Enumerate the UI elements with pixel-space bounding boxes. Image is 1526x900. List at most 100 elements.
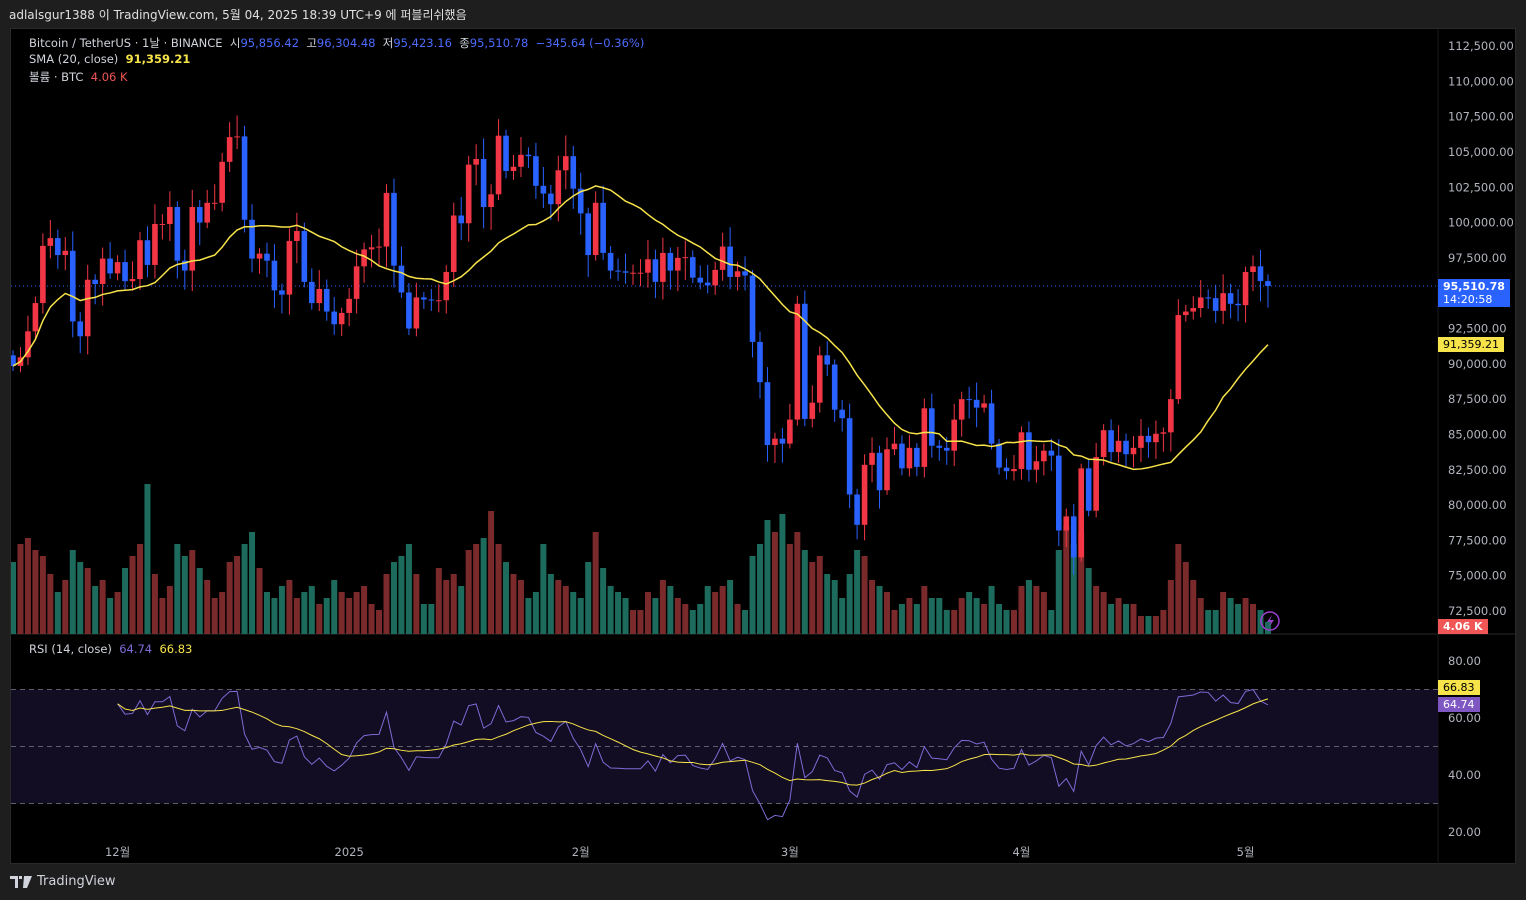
candle-body [92,279,98,285]
volume-bar [114,592,121,634]
candle-body [1093,457,1099,511]
volume-bar [54,592,61,634]
volume-bar [869,580,876,634]
volume-bar [592,532,599,634]
price-axis-label: 102,500.00 [1448,180,1514,194]
volume-bar [368,604,375,634]
candle-body [1175,315,1182,400]
volume-bar [174,544,181,634]
volume-bar [1070,544,1077,634]
volume-bar [1040,592,1047,634]
low-value: 95,423.16 [393,36,452,50]
candle-body [1235,303,1241,306]
volume-bar [443,580,450,634]
candle-body [533,156,539,186]
candle-body [279,290,285,295]
volume-bar [1100,592,1107,634]
volume-bar [585,562,592,634]
volume-bar [704,586,711,634]
candle-body [622,271,629,273]
price-axis-label: 105,000.00 [1448,145,1514,159]
sma-legend[interactable]: SMA (20, close) 91,359.21 [29,52,190,66]
volume-bar [338,592,345,634]
candle-body [637,272,644,274]
candle-body [742,271,748,276]
time-axis-label: 4월 [1012,845,1030,859]
volume-bar [562,586,569,634]
volume-bar [293,598,300,634]
price-axis-label: 97,500.00 [1448,251,1507,265]
candle-body [264,253,270,261]
volume-bar [122,568,129,634]
candle-body [11,355,16,366]
candle-body [600,202,606,253]
volume-bar [883,592,890,634]
candle-body [1227,293,1234,304]
volume-bar [958,598,965,634]
chart-frame[interactable]: 112,500.00 110,000.00 107,500.00 105,000.00… [10,28,1517,865]
volume-bar [854,550,861,634]
volume-bar [24,538,31,634]
candle-body [854,494,860,525]
chart-canvas[interactable]: 112,500.00 110,000.00 107,500.00 105,000.00… [11,29,1517,865]
volume-bar [1048,610,1055,634]
candle-body [816,355,823,403]
volume-bar [719,586,726,634]
symbol-name[interactable]: Bitcoin / TetherUS · 1날 · BINANCE [29,36,223,50]
lightning-icon[interactable] [1260,611,1280,631]
candle-body [562,156,569,171]
candle-body [99,258,106,285]
volume-bar [286,580,293,634]
volume-legend[interactable]: 볼륨 · BTC 4.06 K [29,69,128,85]
volume-bar [465,550,472,634]
volume-bar [861,556,868,634]
rsi-tag: 64.74 [1438,697,1480,712]
volume-bar [622,598,629,634]
candle-body [398,265,405,293]
volume-bar [1182,562,1189,634]
candle-body [331,311,338,325]
volume-bar [697,604,704,634]
volume-label: 볼륨 · BTC [29,70,84,84]
candle-body [570,156,577,189]
volume-bar [1227,598,1234,634]
high-value: 96,304.48 [316,36,376,50]
candle-body [25,331,31,358]
volume-bar [1212,610,1219,634]
candle-body [1100,430,1107,458]
candle-body [443,272,450,301]
candle-body [1041,450,1047,462]
rsi-axis-label: 80.00 [1448,654,1481,668]
volume-bar [525,598,532,634]
candle-body [749,275,756,342]
candle-body [1048,450,1055,456]
volume-bar [615,592,622,634]
candle-body [316,288,323,304]
rsi-legend[interactable]: RSI (14, close) 64.74 66.83 [29,642,192,656]
time-axis-label: 2월 [572,845,590,859]
volume-bar [689,610,696,634]
candle-body [167,207,173,224]
last-price: 95,510.78 [1443,280,1505,293]
publish-info: adlalsgur1388 이 TradingView.com, 5월 04, … [9,8,467,22]
candle-body [174,207,181,261]
rsi-ma-value: 66.83 [159,642,193,656]
candle-body [428,299,435,301]
volume-bar [480,538,487,634]
volume-bar [981,604,988,634]
candle-body [592,202,599,256]
volume-bar [779,514,786,634]
candle-body [1257,266,1264,282]
volume-bar [211,598,218,634]
volume-bar [742,610,749,634]
volume-bar [413,574,420,634]
candle-body [204,202,211,223]
volume-bar [151,574,158,634]
candle-body [518,154,524,167]
tradingview-logo[interactable]: TradingView [10,874,116,889]
candle-body [301,231,308,282]
candle-body [1168,399,1174,433]
candle-body [368,247,375,250]
candle-body [831,364,838,410]
rsi-label: RSI (14, close) [29,642,112,656]
